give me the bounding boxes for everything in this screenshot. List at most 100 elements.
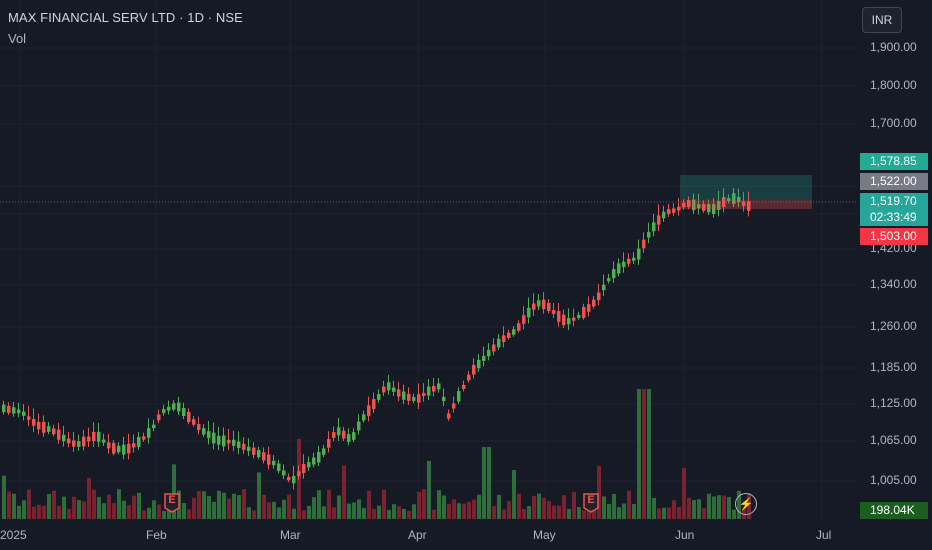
candle-body bbox=[187, 411, 191, 423]
volume-bar bbox=[617, 507, 621, 519]
candle-body bbox=[312, 457, 316, 465]
candle-body bbox=[562, 314, 566, 326]
candle-body bbox=[387, 382, 391, 391]
volume-bar bbox=[292, 508, 296, 519]
candle-body bbox=[437, 383, 441, 390]
candle-body bbox=[717, 201, 721, 211]
candle-body bbox=[467, 374, 471, 381]
candle-body bbox=[682, 202, 686, 208]
volume-bar bbox=[312, 497, 316, 519]
volume-bar bbox=[462, 503, 466, 519]
volume-bar bbox=[552, 505, 556, 519]
volume-bar bbox=[602, 496, 606, 519]
chart-title: MAX FINANCIAL SERV LTD · 1D · NSE bbox=[8, 10, 243, 25]
volume-bar bbox=[502, 509, 506, 519]
candle-body bbox=[657, 215, 661, 225]
volume-bar bbox=[712, 496, 716, 519]
volume-bar bbox=[562, 495, 566, 519]
volume-bar bbox=[687, 497, 691, 519]
candle-body bbox=[192, 419, 196, 425]
candle-body bbox=[727, 198, 731, 202]
candle-body bbox=[612, 269, 616, 279]
volume-bar bbox=[252, 510, 256, 519]
candle-body bbox=[322, 448, 326, 455]
volume-bar bbox=[217, 490, 221, 519]
volume-bar bbox=[537, 493, 541, 519]
earnings-icon[interactable]: E bbox=[583, 493, 599, 513]
volume-bar bbox=[107, 494, 111, 519]
volume-bar bbox=[732, 509, 736, 519]
volume-bar bbox=[242, 489, 246, 519]
volume-bar bbox=[327, 489, 331, 519]
volume-bar bbox=[422, 489, 426, 519]
candle-body bbox=[432, 385, 436, 392]
volume-bar bbox=[287, 494, 291, 519]
candle-body bbox=[687, 199, 691, 208]
volume-bar bbox=[547, 501, 551, 519]
price-tick: 1,185.00 bbox=[870, 360, 917, 374]
candle-body bbox=[737, 196, 741, 203]
event-letter: E bbox=[168, 494, 176, 506]
volume-bar bbox=[417, 491, 421, 519]
volume-bar bbox=[197, 491, 201, 519]
volume-bar bbox=[87, 478, 91, 519]
entry-price-label: 1,522.00 bbox=[860, 173, 928, 190]
candle-body bbox=[662, 211, 666, 219]
volume-bar bbox=[232, 493, 236, 519]
earnings-icon[interactable]: E bbox=[164, 493, 180, 513]
volume-bar bbox=[637, 389, 641, 519]
volume-bar bbox=[677, 507, 681, 519]
candle-body bbox=[87, 436, 91, 442]
candle-body bbox=[72, 440, 76, 447]
volume-bar bbox=[32, 506, 36, 519]
volume-bar bbox=[42, 505, 46, 519]
candle-body bbox=[597, 292, 601, 301]
volume-bar bbox=[522, 509, 526, 519]
volume-bar bbox=[707, 493, 711, 519]
candle-body bbox=[62, 434, 66, 442]
volume-bar bbox=[392, 504, 396, 519]
volume-bar bbox=[102, 503, 106, 519]
volume-bar bbox=[717, 495, 721, 519]
volume-bar bbox=[682, 468, 686, 519]
candle-body bbox=[462, 384, 466, 390]
candle-body bbox=[227, 439, 231, 444]
volume-bar bbox=[167, 508, 171, 519]
volume-bar bbox=[517, 493, 521, 519]
price-tick: 1,260.00 bbox=[870, 319, 917, 333]
candle-body bbox=[497, 338, 501, 348]
candle-body bbox=[542, 299, 546, 310]
volume-bar bbox=[642, 389, 646, 519]
candle-body bbox=[592, 299, 596, 307]
time-tick: Mar bbox=[280, 528, 301, 542]
volume-bar bbox=[357, 499, 361, 519]
candle-body bbox=[147, 428, 151, 438]
volume-indicator-label[interactable]: Vol bbox=[8, 31, 27, 46]
volume-bar bbox=[622, 503, 626, 519]
candle-body bbox=[257, 450, 261, 458]
volume-bar bbox=[587, 508, 591, 519]
candle-body bbox=[172, 403, 176, 410]
price-tick: 1,800.00 bbox=[870, 78, 917, 92]
volume-bar bbox=[657, 508, 661, 519]
price-tick: 1,125.00 bbox=[870, 396, 917, 410]
volume-bar bbox=[92, 489, 96, 519]
candle-body bbox=[362, 414, 366, 421]
candle-body bbox=[282, 470, 286, 476]
candle-body bbox=[372, 399, 376, 409]
volume-bar bbox=[437, 490, 441, 519]
volume-bar bbox=[332, 507, 336, 519]
currency-button[interactable]: INR bbox=[862, 7, 902, 33]
volume-bar bbox=[487, 447, 491, 519]
volume-bar bbox=[77, 500, 81, 519]
volume-bar bbox=[367, 490, 371, 519]
lightning-icon[interactable]: ⚡ bbox=[735, 493, 757, 515]
candle-body bbox=[292, 475, 296, 484]
candle-body bbox=[517, 323, 521, 331]
volume-bar bbox=[532, 495, 536, 519]
volume-bar bbox=[282, 499, 286, 519]
candle-body bbox=[577, 314, 581, 318]
candle-body bbox=[217, 435, 221, 445]
